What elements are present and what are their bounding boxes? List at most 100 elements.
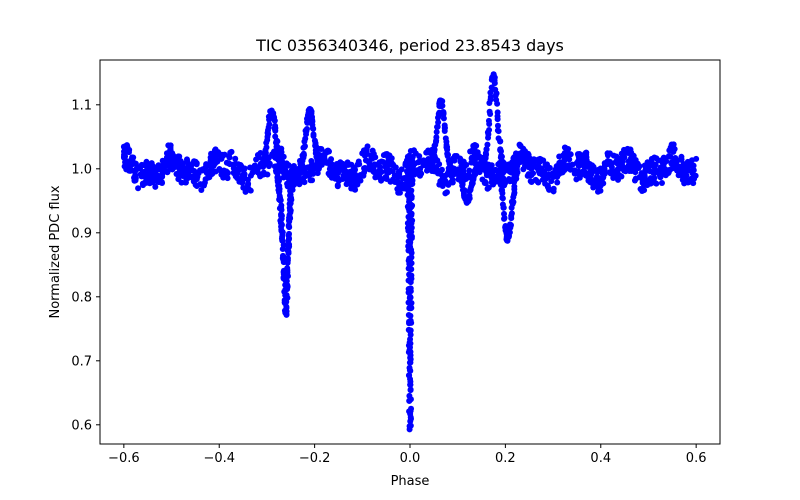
data-point (148, 160, 155, 167)
data-point (539, 171, 546, 178)
data-point (486, 108, 493, 115)
data-point (235, 167, 242, 174)
data-point (594, 169, 601, 176)
data-point (369, 147, 376, 154)
data-point (408, 304, 415, 311)
data-point (161, 167, 168, 174)
data-point (559, 160, 566, 167)
data-point (193, 176, 200, 183)
data-point (441, 127, 448, 134)
data-point (256, 171, 263, 178)
data-point (130, 154, 137, 161)
data-point (176, 153, 183, 160)
data-point (607, 158, 614, 165)
data-point (407, 327, 414, 334)
data-point (417, 169, 424, 176)
data-point (122, 159, 129, 166)
data-point (407, 312, 414, 319)
data-point (655, 157, 662, 164)
data-point (356, 177, 363, 184)
data-point (363, 149, 370, 156)
data-point (473, 165, 480, 172)
data-point (484, 185, 491, 192)
data-point (647, 180, 654, 187)
data-point (383, 176, 390, 183)
data-point (407, 244, 414, 251)
data-point (301, 179, 308, 186)
data-point (237, 176, 244, 183)
data-point (571, 170, 578, 177)
data-point (497, 147, 504, 154)
data-point (263, 144, 270, 151)
data-point (232, 160, 239, 167)
data-point (408, 299, 415, 306)
data-point (406, 423, 413, 430)
data-point (433, 128, 440, 135)
data-point (688, 162, 695, 169)
data-point (335, 176, 342, 183)
data-point (237, 162, 244, 169)
data-point (498, 153, 505, 160)
data-point (282, 167, 289, 174)
x-tick-label: −0.6 (108, 451, 140, 466)
data-point (168, 165, 175, 172)
data-point (392, 164, 399, 171)
data-point (279, 246, 286, 253)
data-point (501, 214, 508, 221)
data-point (435, 119, 442, 126)
data-point (131, 160, 138, 167)
data-point (315, 160, 322, 167)
data-point (223, 159, 230, 166)
data-point (408, 181, 415, 188)
data-point (407, 256, 414, 263)
data-point (652, 161, 659, 168)
data-point (514, 169, 521, 176)
data-point (440, 115, 447, 122)
data-point (559, 152, 566, 159)
data-point (512, 150, 519, 157)
data-point (408, 233, 415, 240)
data-point (520, 145, 527, 152)
data-point (354, 161, 361, 168)
data-point (165, 158, 172, 165)
data-point (466, 167, 473, 174)
data-point (428, 167, 435, 174)
data-point (283, 304, 290, 311)
data-point (408, 224, 415, 231)
data-point (582, 150, 589, 157)
data-point (151, 170, 158, 177)
data-point (463, 161, 470, 168)
data-point (439, 102, 446, 109)
data-point (274, 168, 281, 175)
data-point (406, 339, 413, 346)
data-point (218, 155, 225, 162)
data-point (425, 149, 432, 156)
data-point (407, 396, 414, 403)
data-point (412, 150, 419, 157)
data-point (445, 151, 452, 158)
data-point (508, 210, 515, 217)
data-point (225, 153, 232, 160)
data-point (289, 167, 296, 174)
data-point (587, 168, 594, 175)
data-point (542, 162, 549, 169)
data-point (318, 145, 325, 152)
data-point (205, 174, 212, 181)
data-point (637, 186, 644, 193)
data-point (321, 155, 328, 162)
data-point (391, 172, 398, 179)
data-point (349, 177, 356, 184)
y-tick-label: 1.0 (71, 162, 92, 177)
data-point (272, 127, 279, 134)
data-point (407, 285, 414, 292)
data-point (459, 181, 466, 188)
data-point (600, 180, 607, 187)
data-point (681, 177, 688, 184)
data-point (591, 177, 598, 184)
data-point (408, 266, 415, 273)
data-point (211, 147, 218, 154)
data-point (468, 159, 475, 166)
data-point (152, 183, 159, 190)
data-point (374, 161, 381, 168)
